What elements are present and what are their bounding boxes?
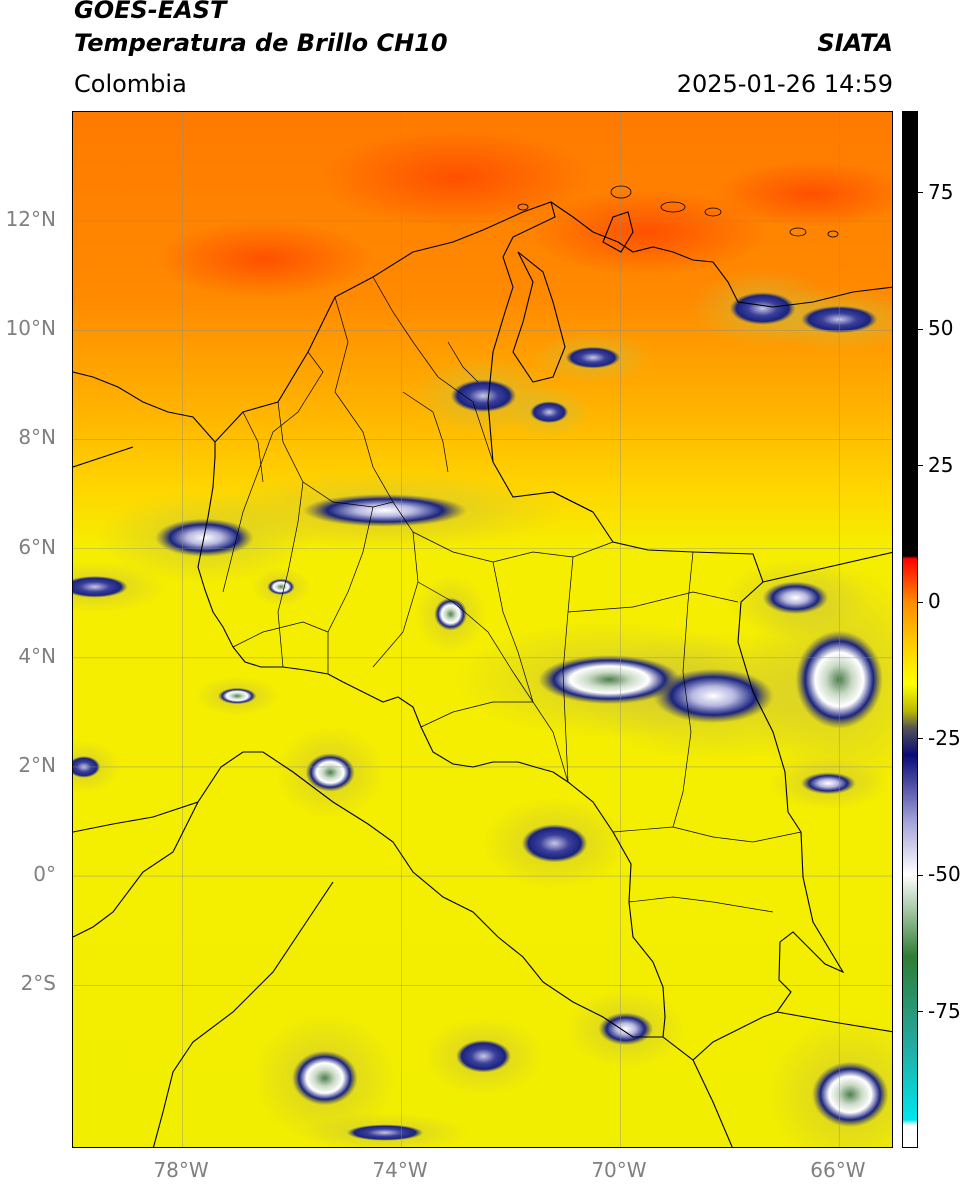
- colorbar-tick-mark: [918, 192, 923, 194]
- colorbar-tick-mark: [918, 601, 923, 603]
- cloud-cell: [538, 655, 681, 705]
- title-product: Temperatura de Brillo CH10: [74, 29, 448, 57]
- brightness-temperature-map: [73, 112, 892, 1147]
- political-borders: [73, 201, 892, 1147]
- cloud-cell: [811, 1061, 889, 1128]
- lat-tick-label: 0°: [33, 862, 56, 887]
- lat-tick-label: 8°N: [18, 425, 56, 450]
- lon-tick-label: 70°W: [591, 1158, 647, 1182]
- cloud-cell: [762, 581, 829, 615]
- warm-area: [155, 221, 375, 298]
- cloud-cell: [434, 597, 468, 631]
- ecuador-peru: [73, 751, 663, 1147]
- colorbar-tick-label: 50: [928, 316, 954, 341]
- cloud-cell: [291, 1050, 358, 1106]
- department-borders: [222, 276, 802, 913]
- venezuela-colombia-east: [552, 491, 892, 583]
- venezuela-coast: [550, 201, 892, 308]
- lon-tick-label: 74°W: [372, 1158, 428, 1182]
- map-panel: [72, 111, 893, 1148]
- colorbar-tick-label: 0: [928, 589, 941, 614]
- lon-tick-label: 78°W: [153, 1158, 209, 1182]
- colorbar-tick-mark: [918, 465, 923, 467]
- warm-sea-layer: [155, 128, 892, 298]
- colorbar-tick-mark: [918, 1011, 923, 1013]
- lake-maracaibo: [512, 251, 566, 383]
- colorbar-tick-label: -25: [928, 725, 961, 750]
- brazil-border: [692, 1011, 892, 1147]
- cloud-cell: [305, 753, 355, 792]
- cloud-cell: [565, 346, 621, 369]
- cloud-cell: [653, 668, 774, 724]
- title-satellite: GOES-EAST: [74, 0, 227, 24]
- cloud-cell: [267, 578, 295, 596]
- graticule: [73, 112, 892, 1147]
- cloud-cell: [456, 1039, 511, 1073]
- cloud-cell: [302, 494, 468, 527]
- cloud-cell: [598, 1012, 654, 1046]
- cloud-cell: [346, 1124, 424, 1141]
- paraguana: [602, 211, 634, 253]
- colorbar-tick-mark: [918, 328, 923, 330]
- colorbar-tick-label: 25: [928, 452, 954, 477]
- colorbar-tick-label: -50: [928, 862, 961, 887]
- lon-tick-label: 66°W: [810, 1158, 866, 1182]
- colorbar-tick-label: -75: [928, 998, 961, 1023]
- panama: [73, 371, 216, 468]
- cloud-cell: [729, 292, 796, 325]
- cloud-cell: [218, 687, 257, 705]
- warm-area: [527, 188, 769, 276]
- region-label: Colombia: [74, 70, 187, 98]
- cloud-cell: [521, 824, 588, 863]
- lat-tick-label: 4°N: [18, 643, 56, 668]
- lat-tick-label: 10°N: [5, 316, 56, 341]
- caribbean-islands: [517, 185, 839, 238]
- cloud-cell: [530, 401, 569, 424]
- cloud-cell: [450, 379, 517, 413]
- colorbar: [902, 111, 918, 1148]
- lat-tick-label: 12°N: [5, 207, 56, 232]
- source-label: SIATA: [817, 29, 893, 57]
- warm-area: [713, 161, 892, 227]
- colorbar-tick-mark: [918, 874, 923, 876]
- cloud-cell: [73, 575, 128, 598]
- lat-tick-label: 2°N: [18, 752, 56, 777]
- colorbar-tick-label: 75: [928, 179, 954, 204]
- cloud-cell: [800, 772, 856, 795]
- lat-tick-label: 2°S: [20, 971, 56, 996]
- datetime-label: 2025-01-26 14:59: [676, 70, 893, 98]
- colorbar-tick-mark: [918, 738, 923, 740]
- lat-tick-label: 6°N: [18, 534, 56, 559]
- warm-area: [319, 128, 593, 227]
